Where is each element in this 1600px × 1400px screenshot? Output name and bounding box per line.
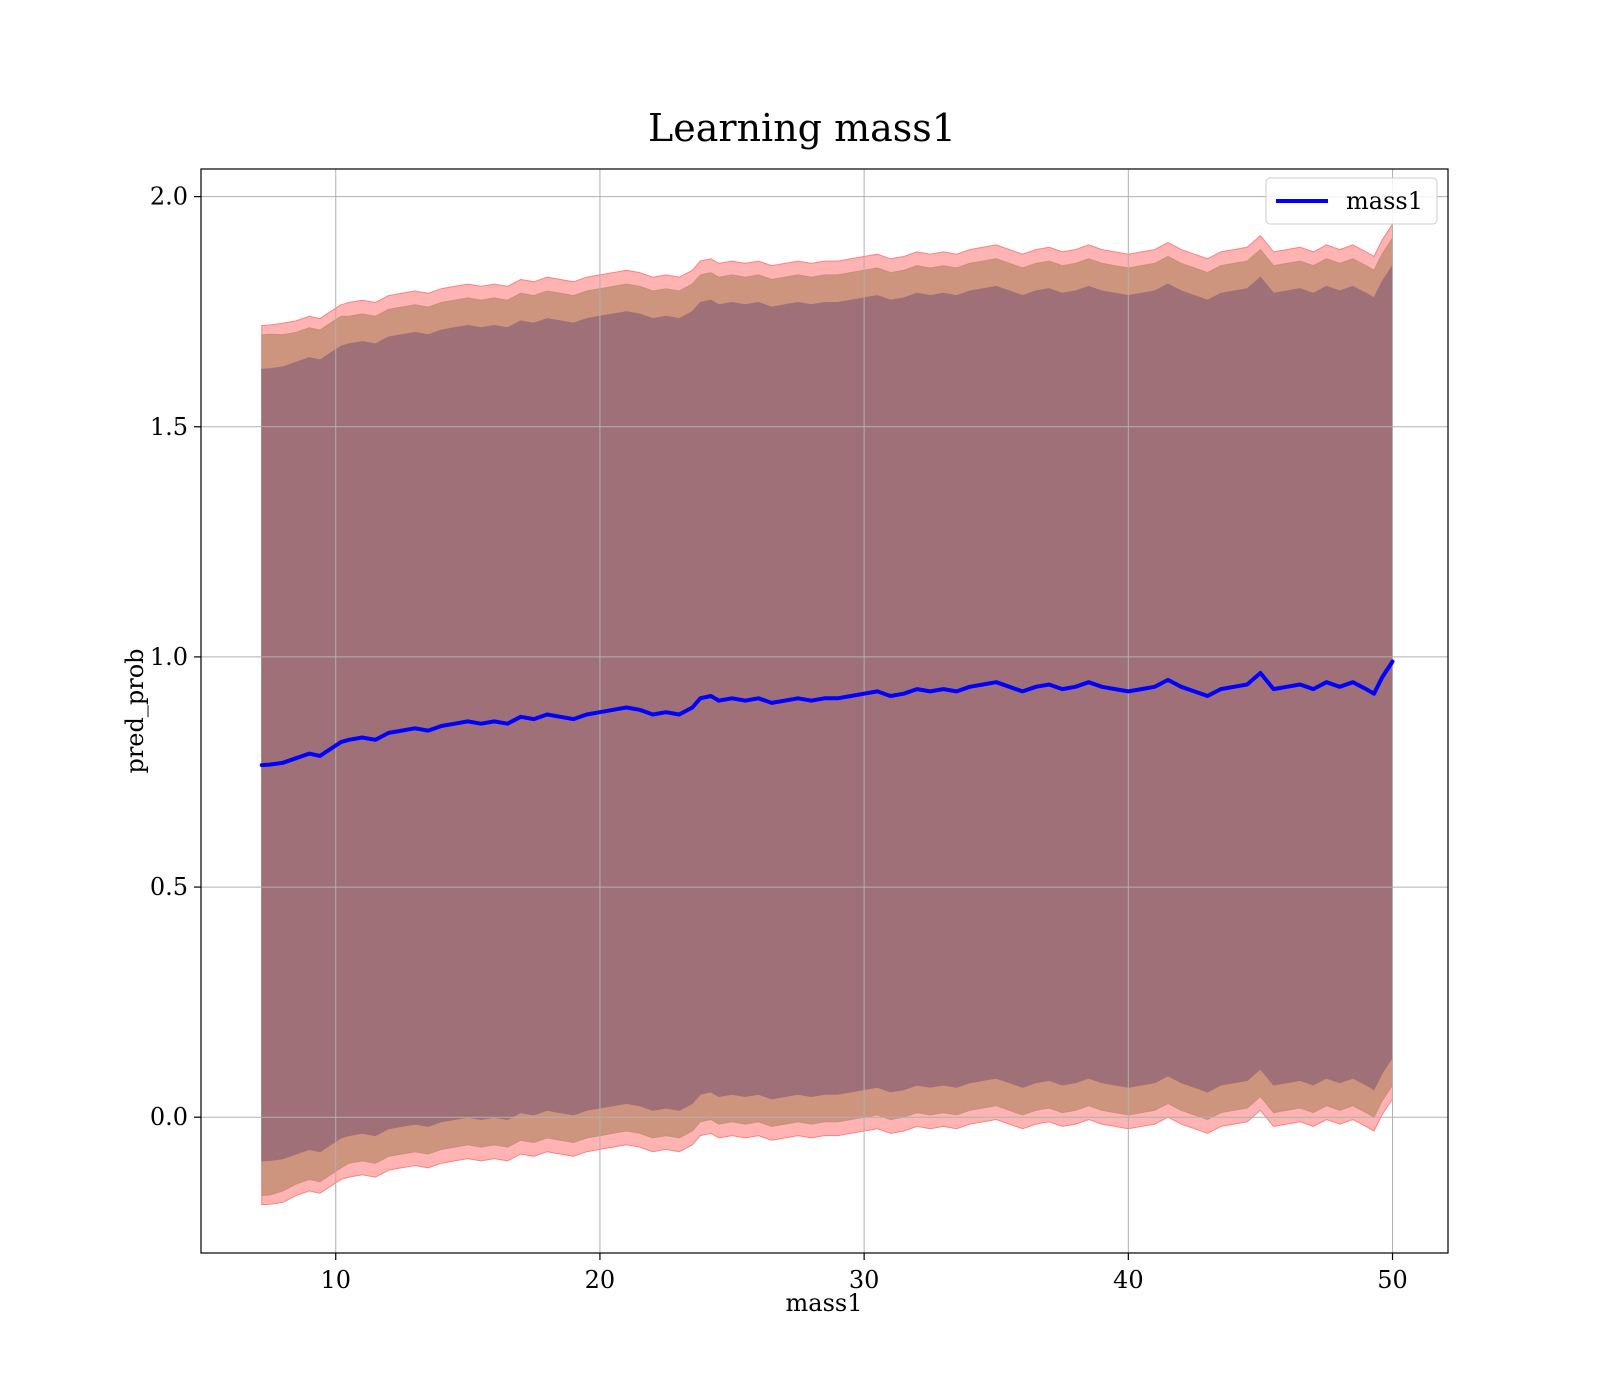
y-tick-label-1: 0.5 [150,873,188,901]
plot-frame [200,168,1449,1254]
x-axis-label: mass1 [786,1289,863,1317]
x-tick-label-4: 50 [1377,1266,1408,1294]
y-tick-label-0: 0.0 [150,1103,188,1131]
chart-title: Learning mass1 [648,106,956,150]
series-line-mass1 [259,659,1395,768]
bands-layer [261,222,1393,1206]
y-tick-label-2: 1.0 [150,643,188,671]
legend-box [1265,177,1438,225]
y-axis-label: pred_prob [121,648,149,773]
x-axis-ticks: 10 20 30 40 50 [320,1253,1408,1294]
x-tick-label-2: 30 [849,1266,880,1294]
x-tick-label-3: 40 [1113,1266,1144,1294]
legend-label-mass1: mass1 [1346,187,1423,215]
legend: mass1 [1265,177,1438,225]
grid-layer [201,169,1448,1253]
y-tick-label-4: 2.0 [150,183,188,211]
y-tick-label-3: 1.5 [150,413,188,441]
x-tick-label-1: 20 [585,1266,616,1294]
y-axis-ticks: 0.0 0.5 1.0 1.5 2.0 [150,183,201,1131]
x-tick-label-0: 10 [320,1266,351,1294]
band-inner [261,264,1393,1162]
series-layer [259,659,1395,768]
